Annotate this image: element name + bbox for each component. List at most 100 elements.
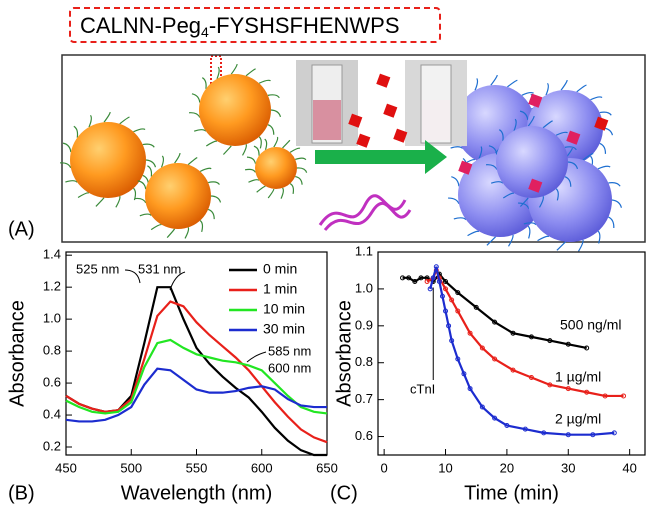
legend-label: 0 min: [263, 261, 297, 277]
ligand: [488, 145, 498, 155]
ligand: [486, 164, 498, 170]
point: [449, 297, 455, 303]
ligand: [210, 195, 222, 203]
panel-a-frame: [61, 54, 646, 243]
series-label: 2 µg/ml: [555, 411, 601, 427]
ligand: [216, 66, 220, 80]
y-tick-label: 0.6: [43, 375, 61, 390]
series-line: [429, 266, 615, 436]
ligand: [608, 216, 615, 229]
ligand: [502, 192, 515, 199]
ligand: [556, 241, 567, 251]
point: [584, 389, 590, 395]
peptide: CALNN-Peg4-FYSHSFHENWPS: [80, 13, 400, 40]
ligand: [60, 162, 72, 169]
point: [430, 275, 436, 281]
ligand: [135, 197, 147, 204]
ligand: [474, 78, 479, 91]
ligand: [576, 84, 587, 93]
point: [473, 304, 479, 310]
point: [547, 382, 553, 388]
x-tick-label: 600: [251, 460, 273, 475]
ligand: [115, 195, 121, 208]
x-tick-label: 10: [438, 460, 452, 475]
y-tick-label: 1.0: [43, 311, 61, 326]
annotation-arrow: [124, 269, 141, 284]
ligand: [147, 165, 153, 177]
ligand: [582, 152, 594, 161]
sphere: [70, 122, 146, 198]
point: [584, 345, 590, 351]
ligand: [527, 225, 531, 239]
x-tick-label: 550: [186, 460, 208, 475]
point: [565, 386, 571, 392]
point: [479, 345, 485, 351]
point: [443, 286, 449, 292]
ligand: [521, 92, 534, 96]
ligand: [267, 94, 280, 99]
ligand: [518, 202, 530, 209]
point: [492, 415, 498, 421]
ligand: [599, 111, 612, 116]
point: [412, 279, 418, 285]
ligand: [132, 187, 137, 201]
ligand: [498, 129, 504, 141]
x-tick-label: 40: [622, 460, 636, 475]
cube: [383, 103, 398, 118]
panel-label: (B): [8, 482, 35, 504]
ligand: [244, 168, 256, 173]
sphere: [255, 147, 297, 189]
point: [443, 279, 449, 285]
cube: [393, 128, 408, 143]
ligand: [611, 199, 622, 208]
series-line: [65, 367, 327, 423]
cube: [376, 73, 391, 88]
point: [461, 371, 467, 377]
point: [522, 426, 528, 432]
y-tick-label: 0.7: [355, 391, 373, 406]
ligand: [145, 159, 157, 168]
cuvette-liquid-clear: [422, 100, 450, 140]
ligand: [253, 145, 260, 156]
ligand: [608, 182, 621, 187]
series-label: 500 ng/ml: [560, 317, 621, 333]
point: [565, 341, 571, 347]
ligand: [577, 239, 584, 252]
point: [504, 422, 510, 428]
point: [467, 386, 473, 392]
ligand: [191, 93, 201, 103]
annotation: cTnI: [410, 381, 435, 396]
ligand: [567, 161, 579, 170]
ligand: [597, 165, 611, 170]
ligand: [137, 180, 147, 190]
ligand: [199, 220, 204, 233]
point: [455, 308, 461, 314]
nanoparticles: [60, 63, 622, 252]
ligand: [527, 115, 535, 127]
y-tick-label: 0.4: [43, 406, 61, 421]
point: [492, 356, 498, 362]
ligand: [555, 131, 568, 136]
ligand: [199, 167, 212, 173]
ligand: [187, 156, 198, 166]
y-axis-title: Absorbance: [6, 300, 28, 407]
ligand: [448, 197, 460, 204]
ligand: [555, 188, 559, 201]
ligand: [267, 124, 275, 135]
x-tick-label: 30: [561, 460, 575, 475]
point: [433, 264, 439, 270]
series-line: [402, 272, 587, 350]
cuvette-liquid-pink: [313, 100, 341, 140]
ligand: [519, 110, 529, 121]
series-line: [65, 338, 328, 415]
legend-label: 1 min: [263, 281, 297, 297]
ligand: [453, 217, 467, 221]
ligand: [258, 79, 271, 84]
point: [541, 430, 547, 436]
cube: [566, 130, 581, 145]
panel-label: (A): [8, 218, 35, 240]
ligand: [490, 181, 504, 184]
ligand: [294, 157, 307, 161]
plot-frame: [377, 251, 646, 456]
